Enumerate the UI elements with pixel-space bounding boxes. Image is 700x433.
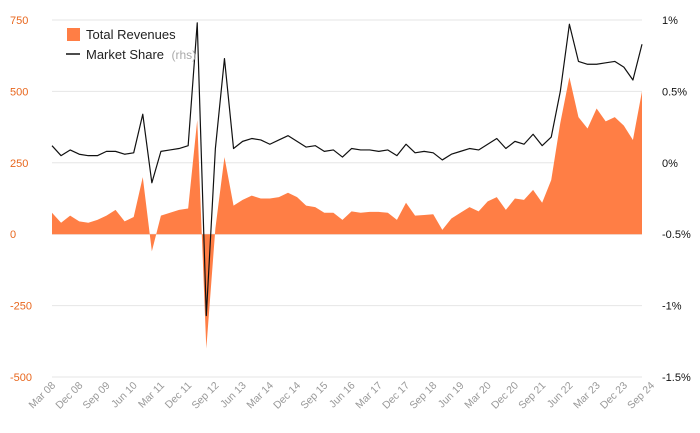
x-tick-label: Mar 23 (571, 380, 603, 412)
x-tick-label: Dec 14 (271, 380, 303, 412)
right-tick-label: 1% (662, 15, 678, 27)
right-axis-ticks: 1% 0.5% 0% -0.5% -1% -1.5% (662, 15, 691, 384)
left-tick-label: -500 (10, 372, 32, 384)
right-tick-label: 0.5% (662, 86, 687, 98)
x-tick-label: Jun 19 (436, 380, 467, 411)
left-axis-ticks: 750 500 250 0 -250 -500 (10, 15, 32, 384)
left-tick-label: 750 (10, 15, 28, 27)
market-share-line (51, 22, 643, 317)
legend: Total Revenues Market Share (rhs) (66, 27, 196, 63)
x-tick-label: Jun 22 (545, 380, 576, 411)
right-tick-label: 0% (662, 158, 678, 170)
x-tick-label: Mar 11 (136, 380, 167, 411)
x-tick-label: Jun 13 (218, 380, 249, 411)
x-tick-label: Jun 16 (327, 380, 358, 411)
legend-share-suffix: (rhs) (172, 48, 197, 62)
legend-revenue-label: Total Revenues (86, 27, 176, 42)
x-tick-label: Dec 23 (598, 380, 630, 412)
legend-share-label: Market Share (86, 47, 164, 62)
x-tick-label: Dec 11 (163, 380, 195, 412)
x-tick-label: Sep 15 (298, 380, 330, 412)
x-tick-label: Jun 10 (109, 380, 140, 411)
legend-share-text: Market Share (rhs) (86, 46, 196, 63)
x-tick-label: Sep 09 (81, 380, 113, 412)
x-tick-label: Dec 20 (489, 380, 521, 412)
x-tick-label: Sep 12 (189, 380, 221, 412)
x-tick-label: Sep 24 (625, 380, 657, 412)
x-tick-label: Dec 17 (380, 380, 412, 412)
x-tick-label: Dec 08 (53, 380, 85, 412)
x-tick-label: Sep 18 (407, 380, 439, 412)
revenue-area (52, 77, 642, 349)
x-tick-label: Mar 17 (353, 380, 385, 412)
x-tick-label: Sep 21 (516, 380, 548, 412)
left-tick-label: 250 (10, 158, 28, 170)
right-tick-label: -1% (662, 301, 682, 313)
x-tick-label: Mar 08 (27, 380, 59, 412)
x-tick-label: Mar 14 (244, 380, 276, 412)
right-tick-label: -1.5% (662, 372, 691, 384)
left-tick-label: -250 (10, 301, 32, 313)
legend-revenue-swatch (67, 28, 80, 41)
market-share-line-layer (51, 22, 643, 317)
x-tick-label: Mar 20 (462, 380, 494, 412)
left-tick-label: 500 (10, 86, 28, 98)
left-tick-label: 0 (10, 229, 16, 241)
revenue-area-layer (52, 77, 642, 349)
right-tick-label: -0.5% (662, 229, 691, 241)
